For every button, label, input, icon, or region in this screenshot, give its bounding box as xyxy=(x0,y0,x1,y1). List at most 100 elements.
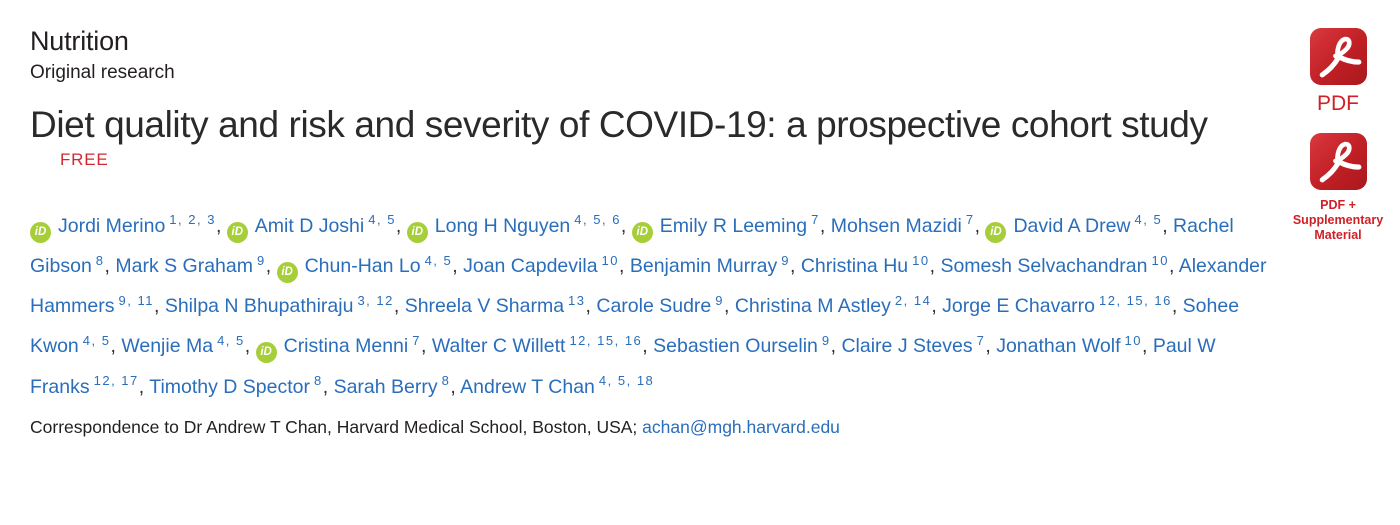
title-block: Diet quality and risk and severity of CO… xyxy=(30,100,1245,176)
author-link[interactable]: Sebastien Ourselin 9 xyxy=(653,332,831,358)
author-affiliation-sup: 7 xyxy=(811,212,820,228)
orcid-id-icon[interactable]: iD xyxy=(30,221,51,243)
author-affiliation-sup: 9 xyxy=(821,332,831,348)
author-separator: , xyxy=(1141,335,1153,358)
author-link[interactable]: Jordi Merino 1, 2, 3 xyxy=(58,212,216,237)
journal-section: Nutrition xyxy=(30,26,129,56)
author-link[interactable]: Claire J Steves 7 xyxy=(841,332,986,358)
author-affiliation-sup: 12, 17 xyxy=(93,373,139,389)
author-link[interactable]: Joan Capdevila 10 xyxy=(463,252,620,278)
author-link[interactable]: Somesh Selvachandran 10 xyxy=(940,252,1169,278)
correspondence-text: Correspondence to Dr Andrew T Chan, Harv… xyxy=(30,416,643,437)
author-separator: , xyxy=(789,255,801,278)
author-link[interactable]: Shreela V Sharma 13 xyxy=(404,292,586,318)
author-affiliation-sup: 9 xyxy=(715,292,724,308)
author-link[interactable]: Chun-Han Lo 4, 5 xyxy=(304,252,453,278)
author-separator: , xyxy=(153,295,165,318)
author-affiliation-sup: 8 xyxy=(95,252,105,268)
author-affiliation-sup: 7 xyxy=(976,332,986,348)
author-link[interactable]: Benjamin Murray 9 xyxy=(629,252,790,278)
author-link[interactable]: Mohsen Mazidi 7 xyxy=(830,212,975,237)
author-list: iD Jordi Merino 1, 2, 3, iD Amit D Joshi 4, … xyxy=(30,206,1292,407)
adobe-pdf-icon xyxy=(1309,28,1367,85)
author-link[interactable]: Timothy D Spector 8 xyxy=(149,373,323,398)
correspondence-email-link[interactable]: achan@mgh.harvard.edu xyxy=(642,416,840,437)
author-link[interactable]: Long H Nguyen 4, 5, 6 xyxy=(434,212,621,237)
orcid-id-icon[interactable]: iD xyxy=(226,221,248,243)
pdf-download-button[interactable]: PDF xyxy=(1280,28,1396,115)
author-link[interactable]: Sarah Berry 8 xyxy=(333,373,451,398)
author-link[interactable]: Shilpa N Bhupathiraju 3, 12 xyxy=(164,292,394,318)
pdf-supplementary-download-button[interactable]: PDF + Supplementary Material xyxy=(1280,133,1396,242)
author-affiliation-sup: 3, 12 xyxy=(357,292,394,308)
author-separator: , xyxy=(265,255,277,278)
author-separator: , xyxy=(1162,214,1174,237)
author-separator: , xyxy=(1168,255,1179,278)
download-column: PDF PDF + Supplementary Material xyxy=(1280,28,1396,242)
author-link[interactable]: David A Drew 4, 5 xyxy=(1013,212,1163,237)
author-separator: , xyxy=(830,335,842,358)
article-title: Diet quality and risk and severity of CO… xyxy=(30,104,1208,145)
author-separator: , xyxy=(619,255,630,278)
orcid-id-icon[interactable]: iD xyxy=(985,221,1007,243)
author-affiliation-sup: 9, 11 xyxy=(118,292,154,308)
author-separator: , xyxy=(724,295,735,318)
author-affiliation-sup: 4, 5 xyxy=(424,252,453,268)
author-separator: , xyxy=(393,295,405,318)
author-link[interactable]: Carole Sudre 9 xyxy=(596,292,724,318)
orcid-id-icon[interactable]: iD xyxy=(406,221,428,243)
author-link[interactable]: Walter C Willett 12, 15, 16 xyxy=(431,332,643,358)
author-link[interactable]: Amit D Joshi 4, 5 xyxy=(254,212,396,237)
author-separator: , xyxy=(215,214,227,237)
article-type: Original research xyxy=(30,62,175,83)
author-separator: , xyxy=(452,255,464,278)
author-link[interactable]: Wenjie Ma 4, 5 xyxy=(121,332,245,358)
author-affiliation-sup: 7 xyxy=(965,212,975,228)
author-affiliation-sup: 10 xyxy=(1151,252,1169,268)
author-affiliation-sup: 4, 5 xyxy=(368,212,396,228)
author-separator: , xyxy=(450,375,461,398)
pdf-supp-line1: PDF + xyxy=(1320,198,1356,213)
correspondence-line: Correspondence to Dr Andrew T Chan, Harv… xyxy=(30,417,1290,438)
author-affiliation-sup: 1, 2, 3 xyxy=(169,212,216,228)
author-link[interactable]: Paul W Franks 12, 17 xyxy=(30,335,1216,398)
pdf-supp-line3: Material xyxy=(1314,227,1362,242)
author-link[interactable]: Christina M Astley 2, 14 xyxy=(734,292,932,318)
author-affiliation-sup: 9 xyxy=(781,252,790,268)
article-header: Nutrition Original research Diet quality… xyxy=(30,26,1292,438)
author-link[interactable]: Christina Hu 10 xyxy=(800,252,930,278)
author-link[interactable]: Sohee Kwon 4, 5 xyxy=(30,295,1240,358)
author-separator: , xyxy=(104,255,116,278)
author-separator: , xyxy=(138,375,150,398)
orcid-id-icon[interactable]: iD xyxy=(255,342,277,364)
author-affiliation-sup: 7 xyxy=(412,332,421,348)
author-separator: , xyxy=(642,335,654,358)
author-affiliation-sup: 4, 5 xyxy=(1134,212,1163,228)
author-separator: , xyxy=(985,335,997,358)
author-link[interactable]: Emily R Leeming 7 xyxy=(659,212,820,237)
author-separator: , xyxy=(322,375,334,398)
pdf-label: PDF xyxy=(1317,92,1359,115)
author-link[interactable]: Rachel Gibson 8 xyxy=(30,214,1234,278)
author-separator: , xyxy=(819,214,831,237)
adobe-pdf-icon xyxy=(1309,133,1367,191)
author-affiliation-sup: 10 xyxy=(601,252,620,268)
pdf-supp-line2: Supplementary xyxy=(1292,212,1384,227)
author-separator: , xyxy=(420,335,432,358)
pdf-supplementary-label: PDF + Supplementary Material xyxy=(1280,198,1396,242)
orcid-id-icon[interactable]: iD xyxy=(631,221,653,243)
author-separator: , xyxy=(585,295,597,318)
author-separator: , xyxy=(395,214,407,237)
author-link[interactable]: Alexander Hammers 9, 11 xyxy=(30,255,1267,318)
free-access-badge: FREE xyxy=(60,149,109,169)
author-link[interactable]: Andrew T Chan 4, 5, 18 xyxy=(460,373,655,398)
author-link[interactable]: Jonathan Wolf 10 xyxy=(996,332,1142,358)
author-affiliation-sup: 9 xyxy=(257,252,266,268)
author-affiliation-sup: 4, 5 xyxy=(217,332,245,348)
orcid-id-icon[interactable]: iD xyxy=(276,262,298,284)
author-affiliation-sup: 13 xyxy=(568,292,586,308)
author-affiliation-sup: 12, 15, 16 xyxy=(1099,292,1172,308)
author-link[interactable]: Jorge E Chavarro 12, 15, 16 xyxy=(942,292,1172,318)
author-link[interactable]: Mark S Graham 9 xyxy=(115,252,266,278)
author-link[interactable]: Cristina Menni 7 xyxy=(283,332,421,358)
